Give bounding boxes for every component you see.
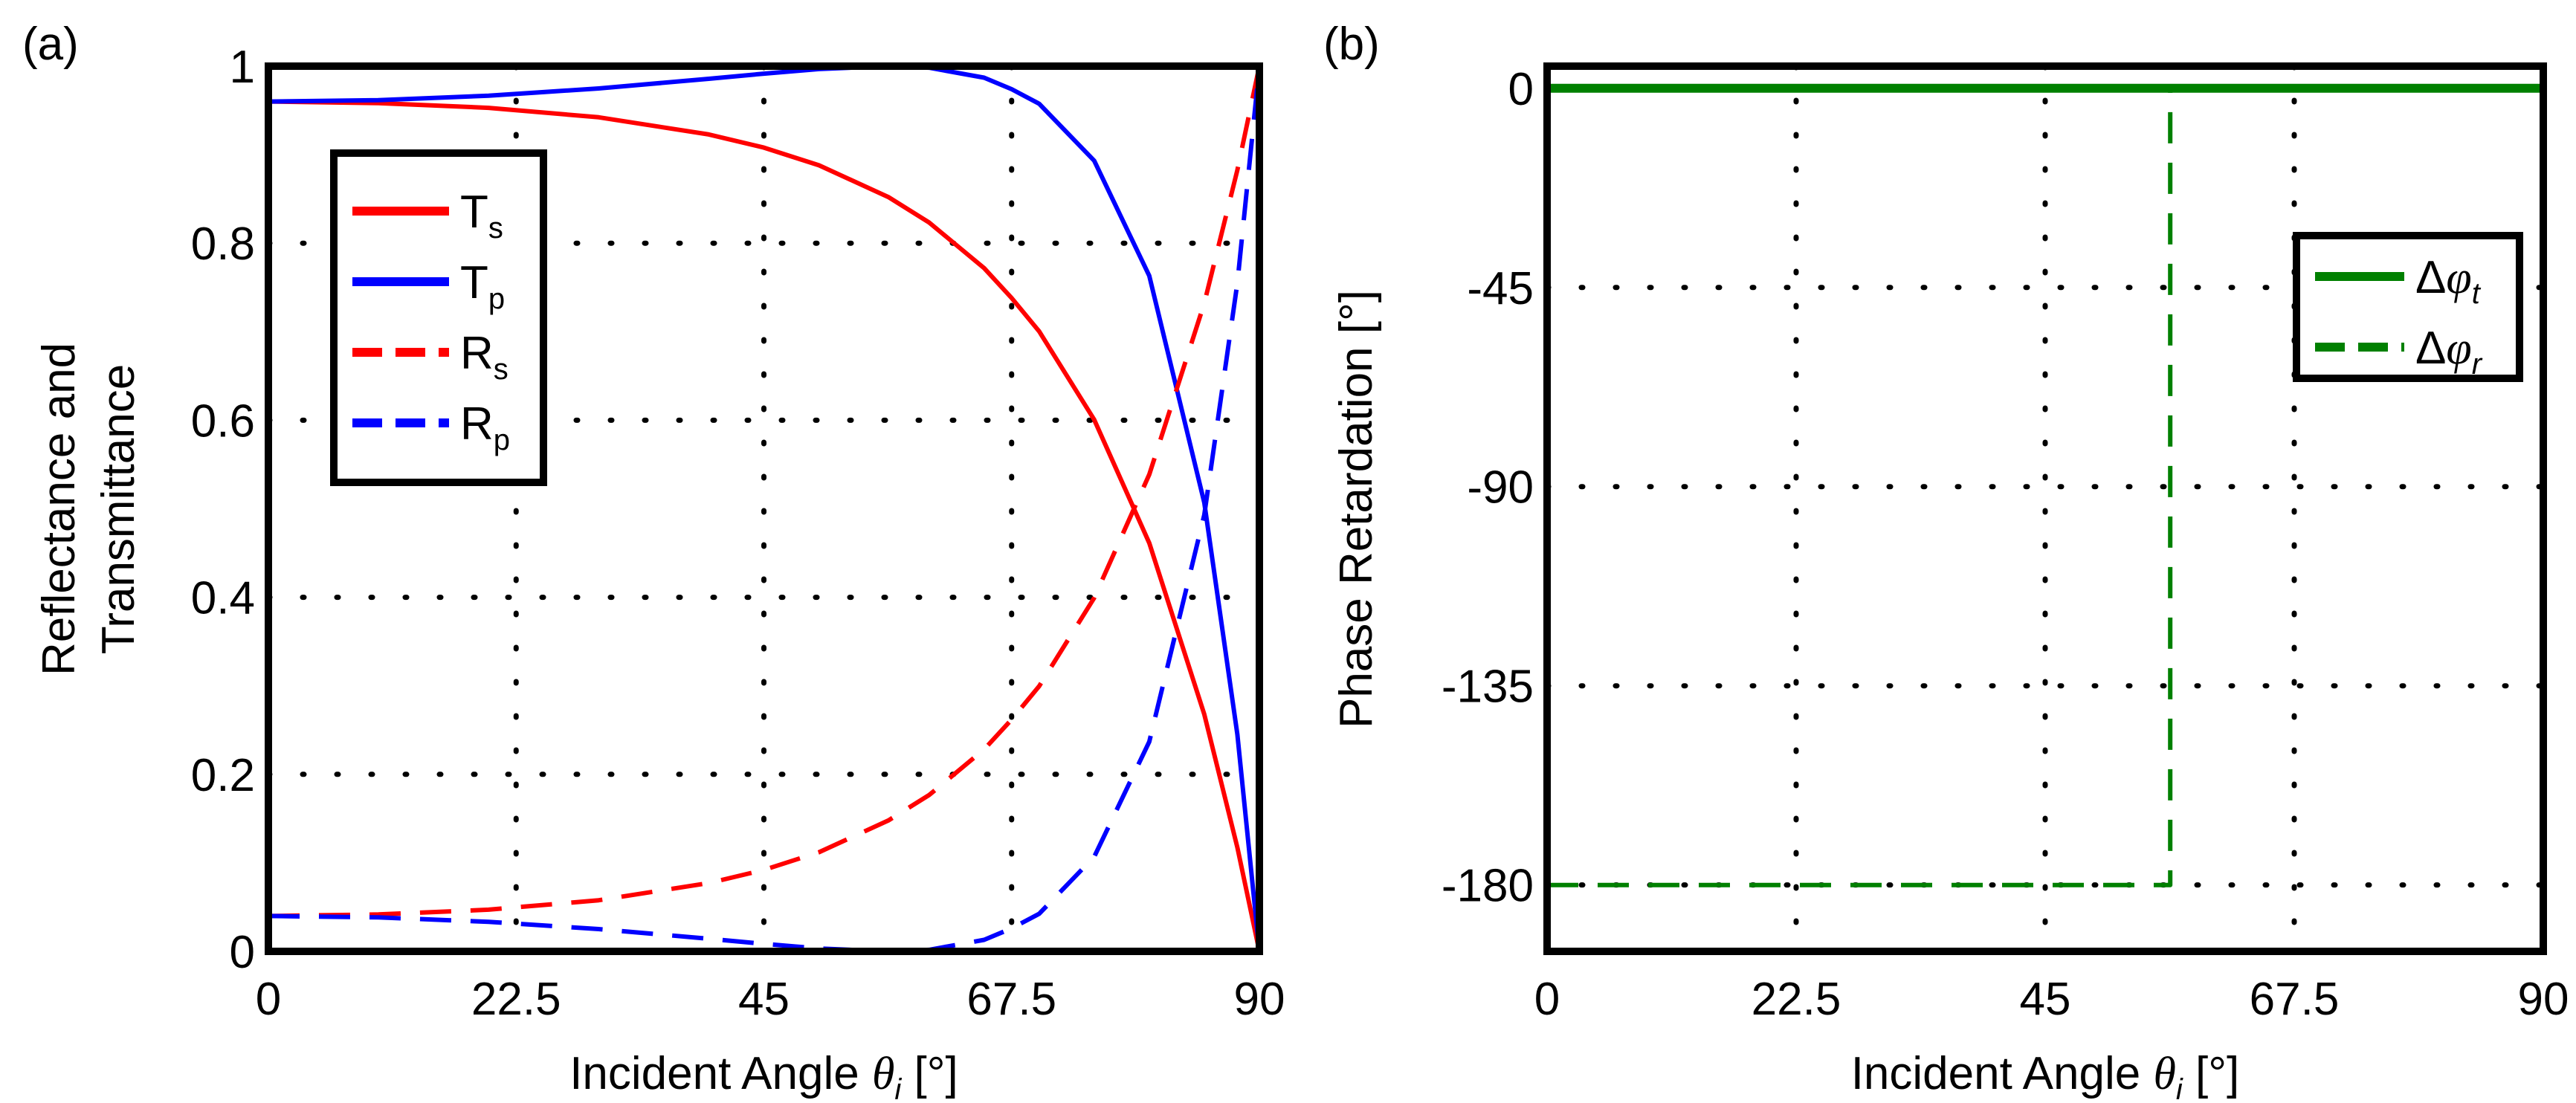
x-tick-label: 0 <box>256 974 281 1025</box>
y-tick-label: -135 <box>1442 662 1534 713</box>
legend-box <box>2293 232 2523 382</box>
legend-label: Rp <box>460 398 510 456</box>
x-tick-label: 67.5 <box>2250 974 2340 1025</box>
x-tick-label: 67.5 <box>966 974 1056 1025</box>
x-axis-label: Incident Angle θi [°] <box>1851 1048 2240 1103</box>
legend-label: Δφr <box>2415 323 2483 381</box>
chart-a: 0 22.5 45 67.5 90 0 0.2 0.4 0.6 0.8 1 Ts Tp Rs Rp (a) In… <box>22 19 1285 1103</box>
series-line-Δφr <box>1547 85 2543 887</box>
axes-frame <box>265 62 1263 955</box>
legend: Ts Tp Rs Rp <box>330 149 547 486</box>
y-axis-label: Phase Retardation [°] <box>1331 290 1382 728</box>
x-tick-label: 45 <box>2020 974 2071 1025</box>
panel-label: (b) <box>1323 19 1380 70</box>
y-tick-label: 0.4 <box>191 573 255 624</box>
x-tick-label: 90 <box>1234 974 1285 1025</box>
panel-label: (a) <box>22 19 79 70</box>
series-line-Ts <box>268 99 1262 952</box>
axes-frame <box>1543 62 2547 955</box>
y-tick-label: 0.6 <box>191 395 255 447</box>
x-tick-label: 0 <box>1534 974 1560 1025</box>
x-tick-label: 22.5 <box>471 974 561 1025</box>
y-tick-label: -90 <box>1467 462 1534 514</box>
y-tick-label: 0 <box>1508 64 1534 115</box>
x-tick-label: 22.5 <box>1752 974 1841 1025</box>
legend-label: Tp <box>460 257 505 315</box>
y-tick-label: 0 <box>230 927 255 978</box>
legend-label: Rs <box>460 328 509 386</box>
x-tick-label: 45 <box>738 974 790 1025</box>
series-line-Rs <box>268 65 1262 919</box>
legend: Δφt Δφr <box>2293 232 2523 382</box>
x-tick-label: 90 <box>2518 974 2569 1025</box>
y-tick-label: 0.2 <box>191 750 255 801</box>
y-axis-label: Reflectance and Transmittance <box>33 343 144 676</box>
y-tick-label: -180 <box>1442 861 1534 912</box>
y-tick-label: -45 <box>1467 263 1534 314</box>
legend-label: Δφt <box>2415 252 2482 310</box>
legend-label: Ts <box>460 187 503 245</box>
y-tick-label: 0.8 <box>191 219 255 270</box>
y-tick-label: 1 <box>230 42 255 93</box>
legend-box <box>330 149 547 486</box>
x-axis-label: Incident Angle θi [°] <box>569 1048 958 1103</box>
chart-b: 0 22.5 45 67.5 90 0 -45 -90 -135 -180 Δφt Δφr (b) Inc… <box>1323 19 2569 1103</box>
